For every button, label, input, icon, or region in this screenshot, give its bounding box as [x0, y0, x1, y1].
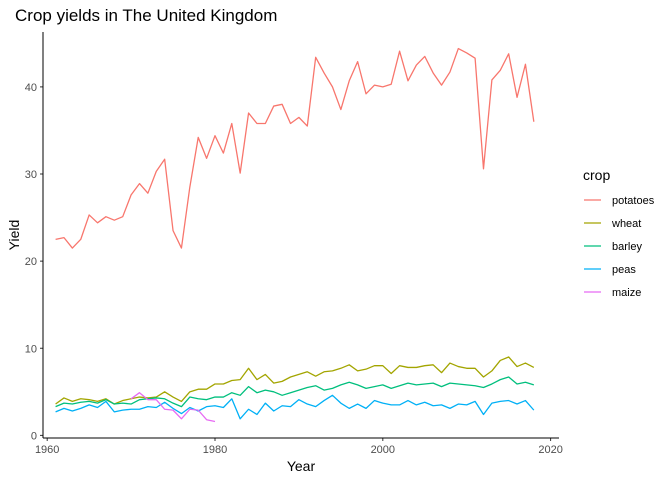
series-line-potatoes [55, 47, 535, 249]
x-tick-label: 2000 [371, 444, 395, 456]
legend-label-barley: barley [612, 241, 642, 253]
x-tick-label: 2020 [538, 444, 562, 456]
x-axis-ticks: 1960 1980 2000 2020 [35, 438, 563, 456]
chart-title: Crop yields in The United Kingdom [15, 6, 277, 25]
legend-label-maize: maize [612, 287, 641, 299]
legend-title: crop [583, 167, 610, 183]
y-tick-label: 0 [31, 430, 37, 442]
y-axis-title: Yield [6, 220, 22, 251]
legend-label-potatoes: potatoes [612, 195, 655, 207]
legend: potatoes wheat barley peas maize [584, 195, 655, 299]
series-line-peas [55, 394, 535, 420]
y-tick-label: 10 [25, 343, 37, 355]
x-axis-title: Year [287, 458, 316, 474]
series-line-maize [130, 392, 216, 423]
legend-label-peas: peas [612, 264, 636, 276]
y-tick-label: 40 [25, 82, 37, 94]
y-tick-label: 20 [25, 256, 37, 268]
x-tick-label: 1980 [203, 444, 227, 456]
series-line-barley [55, 376, 535, 408]
x-tick-label: 1960 [35, 444, 59, 456]
y-tick-label: 30 [25, 169, 37, 181]
legend-label-wheat: wheat [611, 218, 641, 230]
series-line-wheat [55, 356, 535, 405]
y-axis-ticks: 0 10 20 30 40 [25, 82, 43, 442]
plot-lines [55, 47, 535, 423]
